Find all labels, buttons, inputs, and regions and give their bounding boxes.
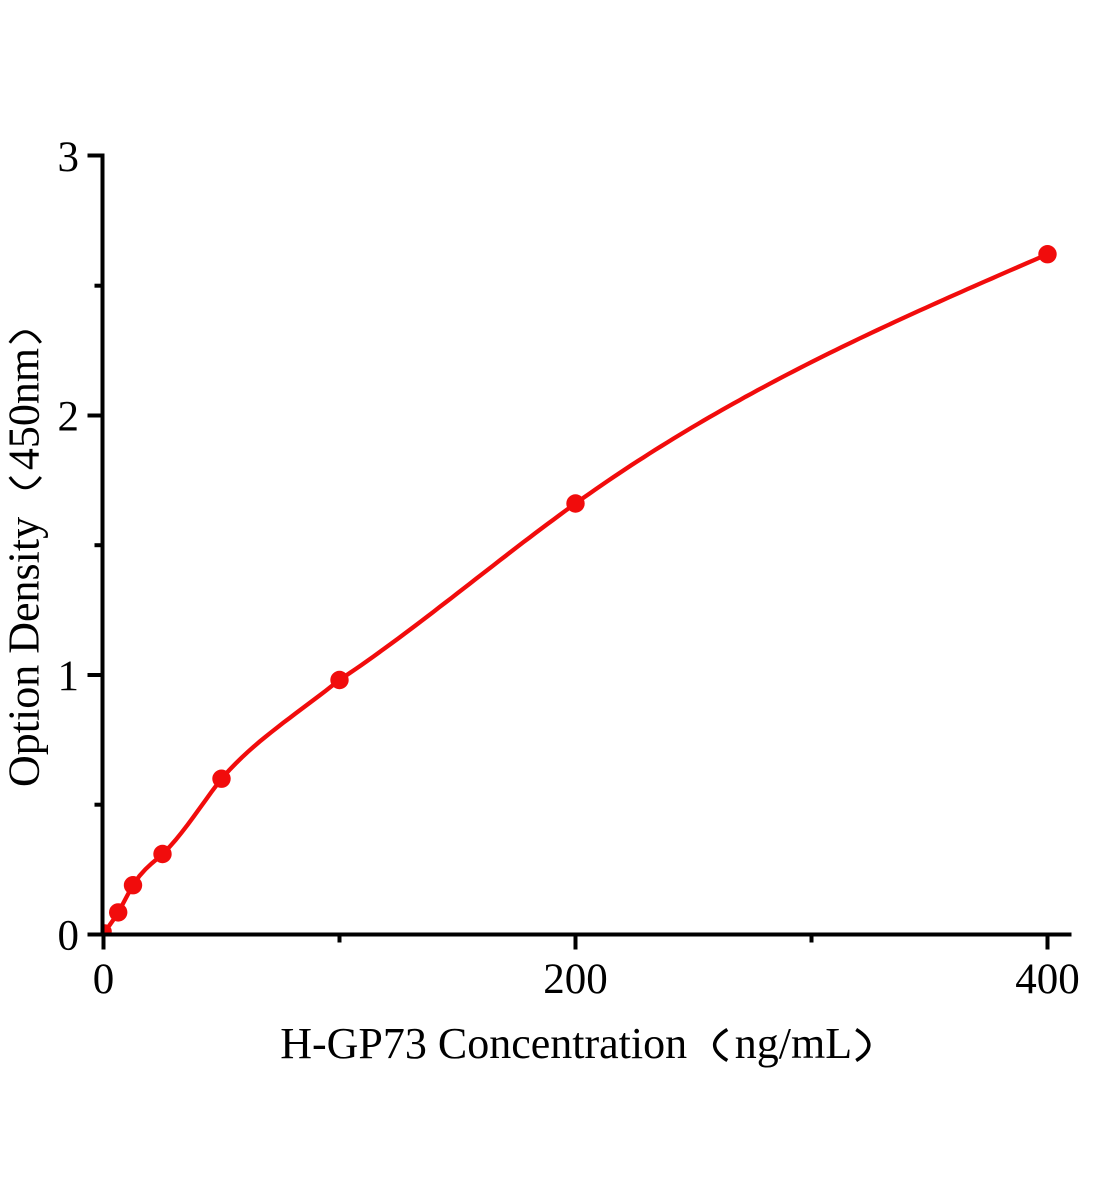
svg-text:2: 2: [58, 394, 80, 441]
svg-text:Option Density: Option Density: [0, 517, 49, 787]
svg-text:400: 400: [1015, 956, 1080, 1003]
svg-text:H-GP73 Concentration: H-GP73 Concentration: [280, 1019, 687, 1068]
svg-text:ng/mL: ng/mL: [735, 1019, 852, 1068]
svg-text:0: 0: [93, 956, 115, 1003]
svg-text:450nm: 450nm: [0, 348, 49, 470]
svg-text:200: 200: [543, 956, 608, 1003]
svg-text:0: 0: [58, 913, 80, 960]
svg-text:3: 3: [58, 134, 80, 181]
svg-text:1: 1: [58, 653, 80, 700]
